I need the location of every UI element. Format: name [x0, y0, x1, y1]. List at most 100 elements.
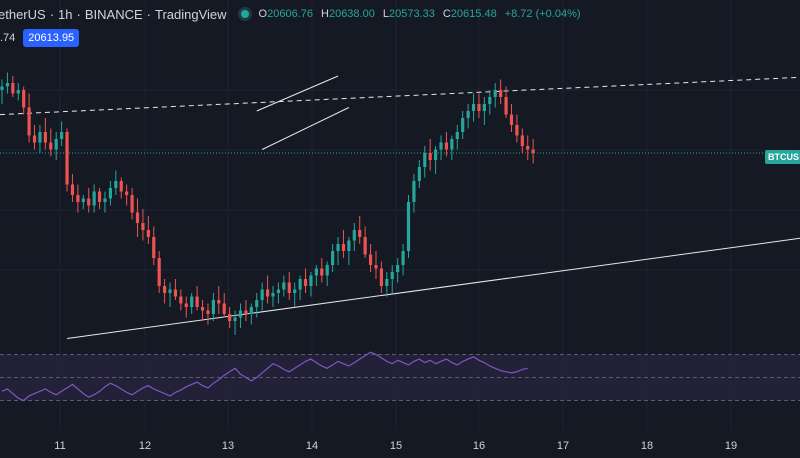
- candle: [406, 195, 411, 258]
- candle: [130, 188, 134, 220]
- candle: [179, 289, 183, 311]
- candle: [32, 125, 37, 150]
- candle: [163, 279, 167, 304]
- candle: [526, 135, 530, 160]
- legend-sep: ·: [49, 6, 55, 22]
- ticker-price-tag: BTCUS: [765, 150, 800, 164]
- x-axis: 11 12 13 14 15 16 17 18 19: [54, 440, 737, 452]
- trendlines: [0, 75, 800, 339]
- candle: [260, 282, 264, 311]
- candles: [0, 72, 535, 335]
- candle: [108, 181, 112, 206]
- candle: [325, 261, 329, 286]
- x-tick-label: 17: [557, 440, 569, 452]
- candle: [303, 268, 308, 293]
- candle: [358, 216, 362, 244]
- candle: [152, 226, 156, 265]
- candle: [87, 188, 91, 213]
- candle: [434, 146, 438, 174]
- candle: [265, 275, 270, 304]
- candle: [499, 79, 503, 104]
- candle: [385, 272, 389, 297]
- candle: [81, 195, 85, 209]
- rsi-line: [1, 351, 528, 402]
- candle: [379, 261, 383, 293]
- candle: [103, 191, 107, 213]
- ohlc-close: C20615.48: [442, 8, 497, 20]
- candle: [374, 251, 378, 279]
- x-tick-label: 14: [306, 440, 318, 452]
- candle: [417, 160, 421, 188]
- candle: [43, 118, 47, 150]
- candle: [119, 177, 123, 199]
- candle: [471, 93, 476, 122]
- candle: [320, 258, 324, 283]
- candle: [217, 286, 221, 314]
- candle: [135, 198, 140, 237]
- candle: [461, 111, 465, 139]
- candle: [298, 275, 302, 300]
- ohlc-low: L20573.33: [382, 8, 435, 20]
- last-price-box[interactable]: 20613.95: [23, 29, 80, 47]
- candle: [238, 303, 243, 328]
- legend-row: etherUS · 1h · BINANCE · TradingView O20…: [0, 4, 589, 24]
- symbol-name[interactable]: etherUS: [0, 6, 46, 22]
- candle: [401, 244, 405, 276]
- candle: [184, 296, 188, 318]
- candle: [287, 272, 291, 300]
- candle: [428, 139, 432, 171]
- ohlc-open: O20606.76: [258, 8, 313, 20]
- candle: [341, 230, 346, 258]
- candle: [331, 244, 335, 272]
- interval-label[interactable]: 1h: [58, 6, 73, 22]
- candle: [70, 174, 75, 202]
- candle: [60, 121, 64, 146]
- ohlc-high: H20638.00: [321, 8, 375, 20]
- partial-value: .74: [0, 32, 16, 44]
- candle: [141, 209, 145, 241]
- candle: [477, 93, 481, 118]
- candle: [531, 139, 535, 164]
- candle: [515, 114, 519, 143]
- candle: [16, 83, 20, 101]
- candle: [173, 279, 178, 300]
- candle: [347, 237, 351, 265]
- candle: [255, 293, 259, 318]
- candle: [482, 97, 486, 125]
- candle: [336, 237, 340, 265]
- x-tick-label: 18: [641, 440, 653, 452]
- candle: [0, 79, 4, 104]
- candle: [444, 132, 449, 157]
- candle: [282, 275, 286, 297]
- candle: [190, 293, 194, 314]
- candle: [206, 303, 210, 325]
- x-tick-label: 12: [139, 440, 151, 452]
- trendline[interactable]: [261, 107, 350, 150]
- candle: [76, 184, 80, 213]
- x-tick-label: 19: [725, 440, 737, 452]
- candle: [396, 258, 400, 283]
- candle: [504, 86, 508, 118]
- candle: [509, 104, 514, 132]
- x-tick-label: 13: [222, 440, 234, 452]
- candle: [276, 282, 281, 304]
- candle: [314, 265, 318, 286]
- platform-label: TradingView: [155, 6, 227, 22]
- candle: [368, 244, 373, 272]
- candle: [54, 132, 58, 160]
- candle: [146, 216, 150, 244]
- trendline[interactable]: [256, 75, 339, 112]
- candle: [200, 300, 205, 321]
- candle: [222, 293, 226, 318]
- candle: [228, 307, 232, 328]
- trendline[interactable]: [66, 237, 800, 339]
- candle: [65, 128, 69, 192]
- x-tick-label: 15: [390, 440, 402, 452]
- candle: [49, 128, 53, 157]
- trendline[interactable]: [0, 76, 800, 116]
- candle: [390, 265, 394, 293]
- candle: [244, 300, 248, 321]
- candle: [488, 90, 492, 115]
- ohlc-change: +8.72 (+0.04%): [504, 8, 581, 20]
